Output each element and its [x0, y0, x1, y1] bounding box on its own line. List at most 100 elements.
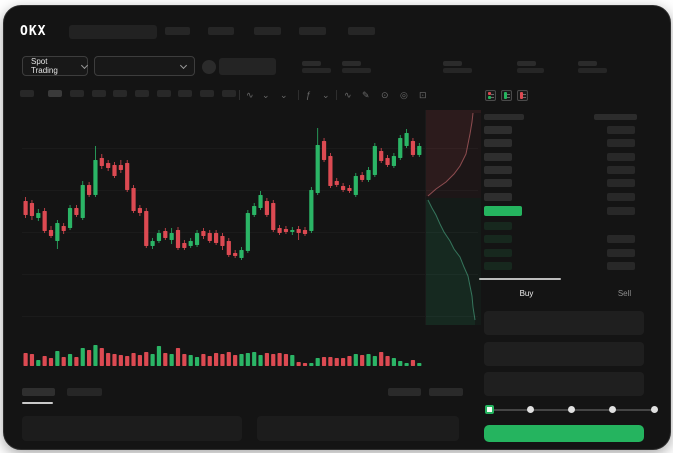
chart-tab-2[interactable]	[67, 388, 102, 396]
ask-price-row[interactable]	[484, 166, 512, 174]
stat-label-3	[443, 61, 462, 66]
gridline	[22, 274, 478, 275]
book-view-both-icon[interactable]	[485, 90, 496, 101]
depth-overlay	[425, 110, 481, 325]
stat-label-4	[517, 61, 536, 66]
okx-logo: OKX	[20, 24, 47, 39]
book-amount-row	[607, 262, 635, 270]
bid-price-row[interactable]	[484, 249, 512, 257]
line-style-icon[interactable]: ⌄	[280, 90, 288, 100]
symbol-select-dropdown[interactable]	[94, 56, 195, 76]
chart-tab-right-1[interactable]	[388, 388, 421, 396]
interval-chip-6[interactable]	[135, 90, 149, 97]
book-amount-row	[607, 126, 635, 134]
ask-price-row[interactable]	[484, 193, 512, 201]
stat-label-5	[578, 61, 597, 66]
order-field-1[interactable]	[484, 311, 644, 335]
nav-item-2[interactable]	[208, 27, 234, 35]
book-view-bids-icon[interactable]	[501, 90, 512, 101]
slider-stop[interactable]	[609, 406, 617, 413]
slider-stop[interactable]	[526, 406, 534, 413]
book-col-header-amount	[594, 114, 637, 120]
nav-item-4[interactable]	[299, 27, 326, 35]
tab-sell[interactable]: Sell	[617, 288, 632, 298]
book-view-asks-icon[interactable]	[517, 90, 528, 101]
interval-chip-3[interactable]	[70, 90, 84, 97]
interval-chip-4[interactable]	[92, 90, 106, 97]
toolbar-divider	[298, 90, 299, 100]
slider-stop[interactable]	[568, 406, 576, 413]
last-price-placeholder	[219, 58, 276, 75]
book-amount-row	[607, 153, 635, 161]
bid-price-row[interactable]	[484, 235, 512, 243]
interval-chip-8[interactable]	[178, 90, 192, 97]
stat-value-3	[443, 68, 472, 73]
book-col-header-price	[484, 114, 524, 120]
book-amount-row	[607, 235, 635, 243]
ask-price-row[interactable]	[484, 139, 512, 147]
draw-icon[interactable]: ✎	[362, 90, 370, 100]
chevron-down-icon	[80, 61, 89, 69]
book-amount-row	[607, 193, 635, 201]
nav-item-3[interactable]	[254, 27, 281, 35]
indicators-icon[interactable]: ƒ	[306, 90, 312, 100]
bottom-panel-2[interactable]	[257, 416, 459, 441]
chart-tab-1[interactable]	[22, 388, 55, 396]
stat-value-2	[342, 68, 371, 73]
nav-item-1[interactable]	[165, 27, 190, 35]
interval-chip-7[interactable]	[157, 90, 171, 97]
toolbar-divider	[239, 90, 240, 100]
snapshot-icon[interactable]: ⊙	[381, 90, 389, 100]
compare-icon[interactable]: ∿	[344, 90, 352, 100]
interval-chip-5[interactable]	[113, 90, 127, 97]
candlestick-chart[interactable]	[20, 108, 424, 332]
nav-item-5[interactable]	[348, 27, 375, 35]
interval-chip-9[interactable]	[200, 90, 214, 97]
gridline	[22, 232, 478, 233]
candle-type-caret-icon[interactable]: ⌄	[262, 90, 270, 100]
order-field-2[interactable]	[484, 342, 644, 366]
coin-icon	[202, 60, 216, 74]
submit-order-button[interactable]	[484, 425, 644, 442]
book-amount-row	[607, 166, 635, 174]
gridline	[22, 148, 478, 149]
market-type-label: Spot Trading	[31, 57, 58, 75]
stat-label-2	[342, 61, 361, 66]
fullscreen-icon[interactable]: ⊡	[419, 90, 427, 100]
chart-tab-right-2[interactable]	[429, 388, 463, 396]
app-window: OKX Spot Trading ∿ ⌄ ⌄ ƒ ⌄ ∿ ✎ ⊙ ◎ ⊡	[3, 5, 671, 450]
market-type-dropdown[interactable]: Spot Trading	[22, 56, 89, 76]
slider-handle[interactable]	[484, 405, 494, 414]
gridline	[22, 190, 478, 191]
last-price-highlight	[484, 206, 522, 216]
settings-icon[interactable]: ◎	[400, 90, 408, 100]
stat-value-5	[578, 68, 607, 73]
bid-price-row[interactable]	[484, 262, 512, 270]
bid-price-row[interactable]	[484, 222, 512, 230]
ask-price-row[interactable]	[484, 126, 512, 134]
stat-value-4	[517, 68, 544, 73]
bottom-panel-1[interactable]	[22, 416, 242, 441]
ask-price-row[interactable]	[484, 153, 512, 161]
stat-value-1	[302, 68, 331, 73]
toolbar-divider	[336, 90, 337, 100]
active-tab-underline	[22, 402, 53, 404]
book-amount-row	[607, 179, 635, 187]
candle-type-icon[interactable]: ∿	[246, 90, 254, 100]
search-placeholder[interactable]	[69, 25, 157, 39]
book-amount-row	[607, 207, 635, 215]
interval-chip-1[interactable]	[20, 90, 34, 97]
interval-chip-10[interactable]	[222, 90, 236, 97]
chevron-down-icon	[179, 61, 188, 69]
indicators-caret-icon[interactable]: ⌄	[322, 90, 330, 100]
interval-chip-2[interactable]	[48, 90, 62, 97]
slider-stop[interactable]	[650, 406, 658, 413]
book-amount-row	[607, 249, 635, 257]
gridline	[22, 316, 478, 317]
tab-buy[interactable]: Buy	[519, 288, 534, 298]
book-amount-row	[607, 139, 635, 147]
volume-pane	[20, 344, 424, 366]
order-field-3[interactable]	[484, 372, 644, 396]
ask-price-row[interactable]	[484, 179, 512, 187]
